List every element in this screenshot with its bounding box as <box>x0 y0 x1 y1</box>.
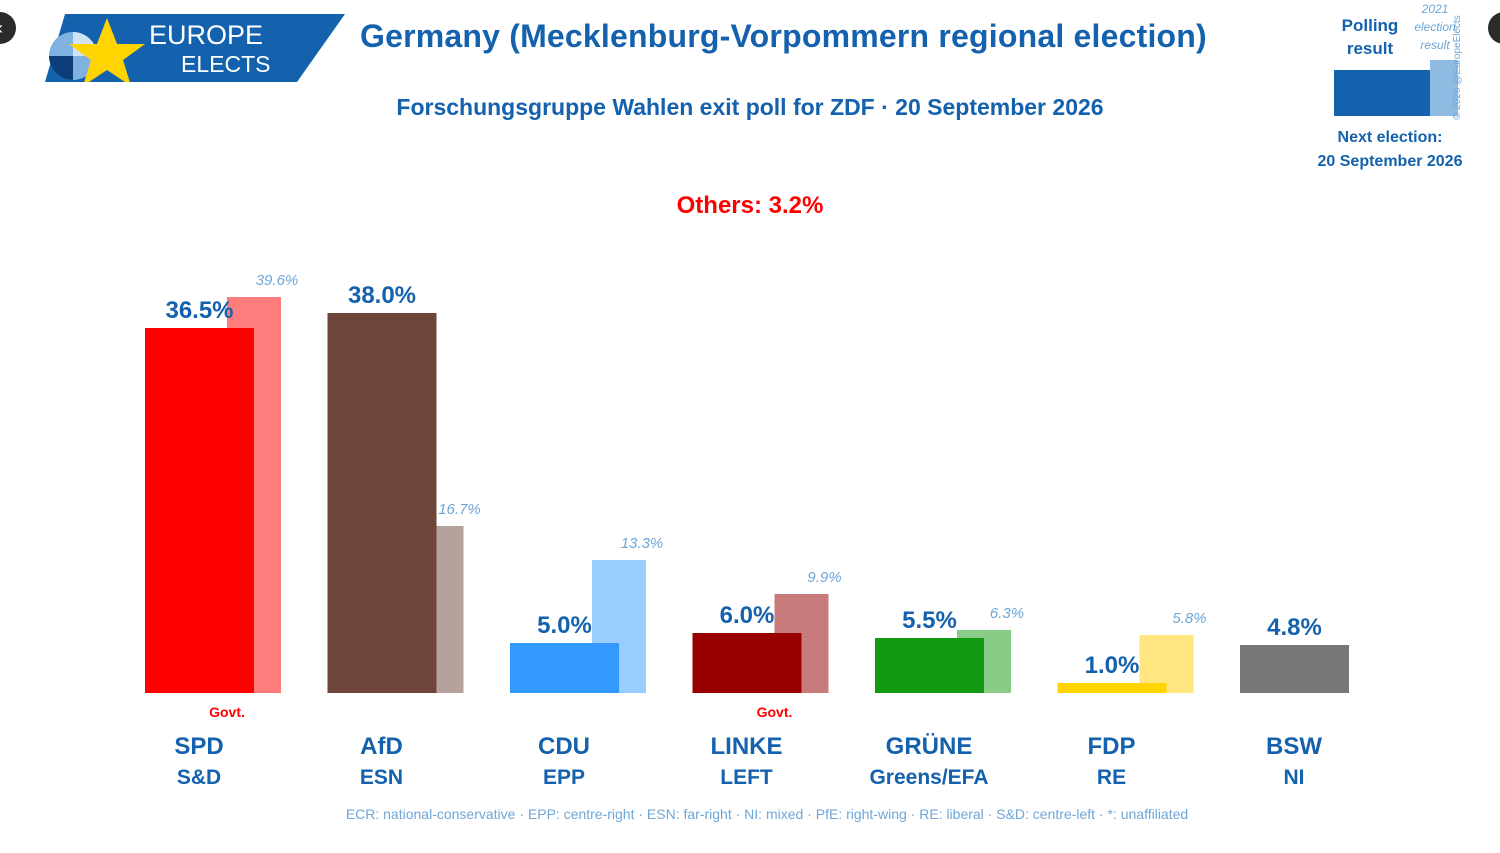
others-share: Others: 3.2% <box>676 192 824 219</box>
polling-value-label: 4.8% <box>1267 614 1322 641</box>
previous-result-label: 16.7% <box>438 501 481 518</box>
chart-title: Germany (Mecklenburg-Vorpommern regional… <box>360 18 1207 54</box>
govt-label: Govt. <box>209 704 245 720</box>
party-name: BSW <box>1266 733 1322 760</box>
europe-elects-logo: EUROPE ELECTS <box>45 14 345 82</box>
party-group: S&D <box>177 766 221 789</box>
party-group: LEFT <box>720 766 773 789</box>
polling-bar <box>875 638 984 693</box>
polling-bar <box>692 633 802 693</box>
polling-bar <box>327 313 437 693</box>
polling-value-label: 5.0% <box>537 612 592 639</box>
party-group: Greens/EFA <box>869 766 988 789</box>
party-group: RE <box>1097 766 1126 789</box>
party-name: SPD <box>174 733 223 760</box>
group-footnote: ECR: national-conservative · EPP: centre… <box>345 806 1189 822</box>
next-election-label: Next election: <box>1337 129 1443 146</box>
previous-result-label: 5.8% <box>1172 610 1206 627</box>
previous-result-label: 6.3% <box>990 605 1024 622</box>
previous-result-label: 9.9% <box>807 569 841 586</box>
next-election-date: 20 September 2026 <box>1317 153 1463 170</box>
next-arrow-icon[interactable]: › <box>1488 12 1500 44</box>
polling-bar <box>1057 683 1167 693</box>
party-group: EPP <box>543 766 585 789</box>
polling-bar <box>145 328 254 693</box>
party-name: FDP <box>1088 733 1136 760</box>
legend-previous-result: 2021 election result <box>1414 2 1456 52</box>
previous-arrow-icon[interactable]: ‹ <box>0 12 16 44</box>
legend-graphic <box>1334 60 1458 116</box>
party-group: NI <box>1284 766 1305 789</box>
legend-polling-result: Polling result <box>1341 16 1399 58</box>
polling-value-label: 36.5% <box>165 297 233 324</box>
party-name: AfD <box>360 733 403 760</box>
next-election: Next election: 20 September 2026 <box>1310 126 1470 174</box>
chart-subtitle: Forschungsgruppe Wahlen exit poll for ZD… <box>396 94 1104 120</box>
brand-line-2: ELECTS <box>181 51 270 77</box>
party-name: GRÜNE <box>886 733 973 760</box>
party-name: LINKE <box>711 733 783 760</box>
polling-bar <box>510 643 619 693</box>
polling-value-label: 38.0% <box>348 282 416 309</box>
party-group: ESN <box>360 766 403 789</box>
party-name: CDU <box>538 733 590 760</box>
polling-value-label: 1.0% <box>1085 652 1140 679</box>
brand-line-1: EUROPE <box>149 20 263 50</box>
polling-value-label: 6.0% <box>720 602 775 629</box>
previous-result-label: 13.3% <box>621 535 664 552</box>
govt-label: Govt. <box>757 704 793 720</box>
polling-bar <box>1240 645 1349 693</box>
previous-result-label: 39.6% <box>256 272 299 289</box>
polling-value-label: 5.5% <box>902 607 957 634</box>
